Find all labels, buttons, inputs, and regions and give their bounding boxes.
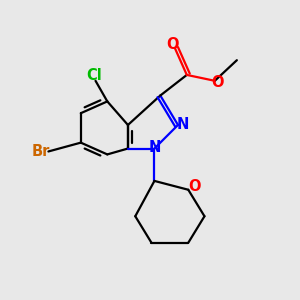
Text: O: O bbox=[211, 75, 224, 90]
Text: N: N bbox=[148, 140, 160, 154]
Text: Cl: Cl bbox=[86, 68, 102, 83]
Text: Br: Br bbox=[32, 144, 50, 159]
Text: O: O bbox=[166, 38, 178, 52]
Text: N: N bbox=[177, 118, 190, 133]
Text: O: O bbox=[188, 179, 201, 194]
